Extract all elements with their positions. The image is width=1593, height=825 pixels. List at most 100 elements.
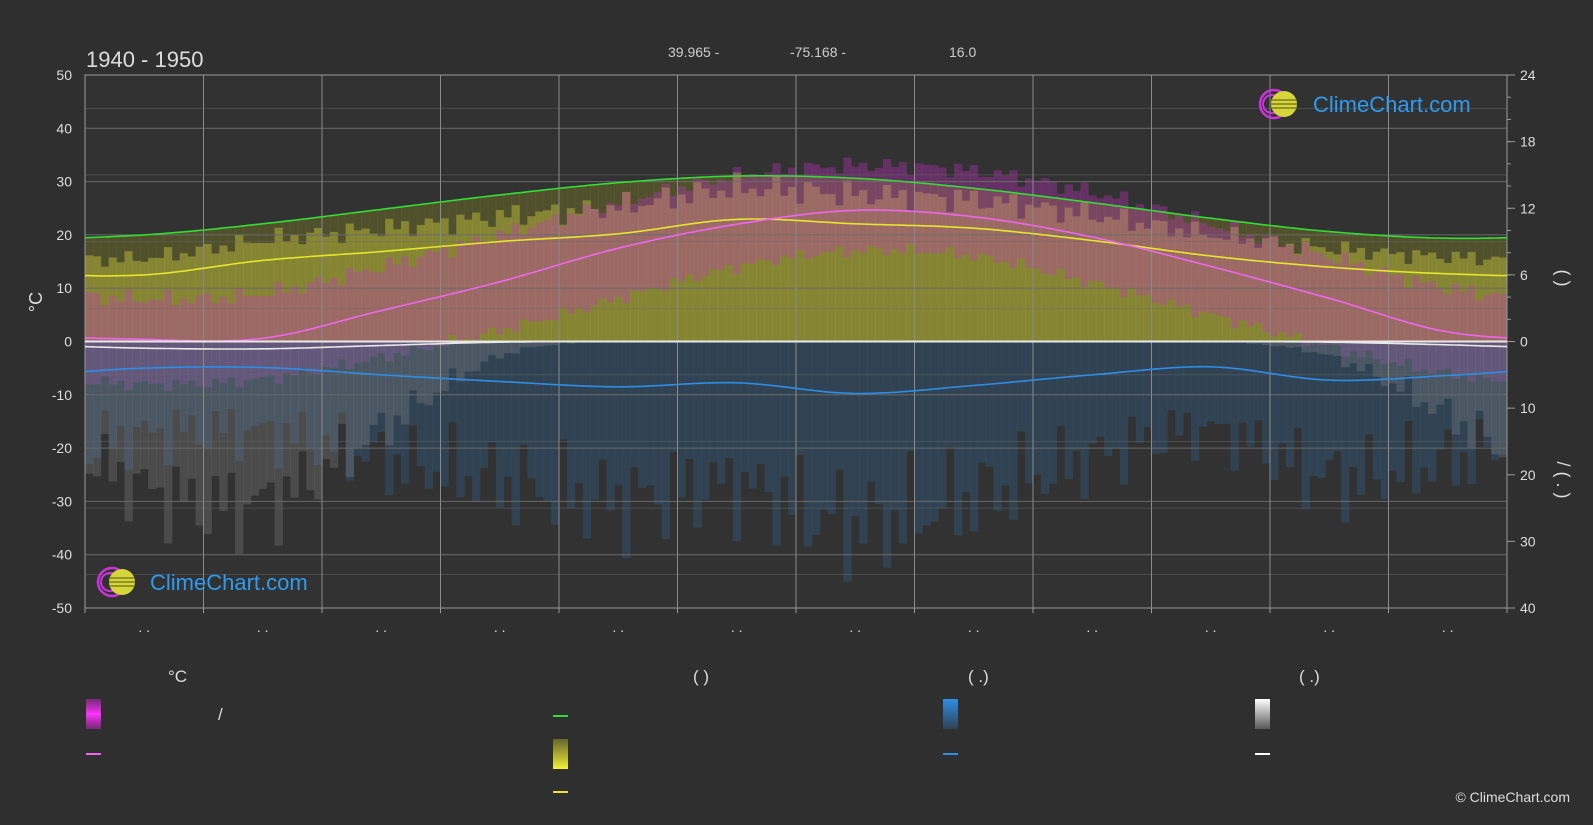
precip-bar [1040, 341, 1050, 495]
sunshine-bar [377, 236, 386, 342]
temp-range-bar [1040, 178, 1050, 274]
sunshine-bar [645, 205, 655, 342]
sunshine-bar [298, 244, 307, 342]
snow-bar [1388, 341, 1397, 384]
precip-bar [1072, 341, 1081, 451]
snow-bar [503, 341, 512, 353]
precip-bar [322, 341, 331, 436]
temp-range-bar [314, 277, 323, 375]
sunshine-bar [859, 190, 868, 342]
snow-mean-line [84, 340, 1508, 350]
temp-range-bar [424, 250, 433, 351]
sunshine-line [84, 218, 1508, 277]
right-tick-label: 0 [1520, 334, 1528, 350]
sunshine-bar [1025, 204, 1034, 342]
precip-bar [211, 341, 220, 412]
precip-bar [1404, 341, 1413, 422]
precip-bar [171, 341, 181, 411]
precip-bar [1412, 341, 1421, 494]
sunshine-bar [1483, 259, 1492, 342]
sunshine-bar [171, 260, 181, 342]
temp-range-bar [361, 269, 370, 362]
temp-range-bar [1459, 291, 1468, 376]
temp-range-bar [503, 233, 512, 329]
precip-bar [669, 341, 678, 453]
snow-bar [148, 341, 157, 490]
sunshine-bar [1040, 202, 1050, 342]
snow-bar [487, 341, 497, 356]
precip-bar [1191, 341, 1200, 461]
precip-bar [1396, 341, 1405, 483]
precip-bar [653, 341, 663, 505]
sunshine-bar [930, 193, 939, 342]
sunshine-bar [250, 243, 260, 342]
sunshine-bar [843, 180, 852, 342]
temp-range-bar [559, 226, 568, 308]
temp-range-bar [859, 162, 868, 253]
sunshine-bar [867, 204, 876, 342]
temp-range-bar [788, 167, 797, 259]
precip-bar [677, 341, 686, 498]
snow-bar [116, 341, 125, 463]
precip-bar [590, 341, 599, 500]
brand-logo-bottom[interactable]: ClimeChart.com [96, 566, 308, 598]
snow-bar [164, 341, 173, 544]
precip-bar [1025, 341, 1034, 484]
temp-range-bar [480, 241, 489, 334]
temp-range-bar [938, 167, 947, 254]
precip-bar [661, 341, 670, 540]
snow-bar [511, 341, 520, 354]
snow-bar [1475, 341, 1484, 411]
precip-bar [780, 341, 789, 477]
precip-bar [1127, 341, 1137, 417]
snow-bar [1293, 341, 1302, 347]
daylight-line [84, 175, 1508, 240]
temp-range-bar [282, 292, 291, 374]
sunshine-bar [203, 243, 212, 342]
temp-range-bar [796, 176, 805, 251]
temp-range-bar [1048, 181, 1058, 275]
copyright[interactable]: © ClimeChart.com [1455, 789, 1570, 805]
snow-bar [393, 341, 402, 416]
temp-range-bar [732, 166, 742, 274]
precip-bar [859, 341, 868, 544]
sunshine-bar [1167, 236, 1176, 342]
right-tick-label: 18 [1520, 134, 1536, 150]
precip-bar [1499, 341, 1508, 455]
precip-bar [764, 341, 773, 493]
snow-bar [1356, 341, 1366, 372]
sunshine-bar [764, 189, 773, 342]
precip-bar [1341, 341, 1350, 523]
snow-bar [1404, 341, 1413, 377]
period-title: 1940 - 1950 [86, 47, 203, 72]
precip-bar [985, 341, 994, 467]
sunshine-bar [875, 199, 884, 342]
precip-bar [124, 341, 133, 470]
precip-bar [638, 341, 647, 489]
sunshine-bar [314, 227, 323, 342]
legend-sunshine-swatch [553, 739, 568, 769]
precip-bar [1048, 341, 1058, 484]
precip-bar [724, 341, 734, 459]
temp-range-bar [890, 166, 900, 250]
sunshine-bar [519, 224, 528, 342]
sunshine-bar [1056, 222, 1065, 342]
sunshine-bar [1104, 216, 1113, 342]
temp-range-bar [1230, 221, 1239, 329]
snow-bar [337, 341, 347, 424]
brand-logo-top[interactable]: ClimeChart.com [1258, 88, 1471, 120]
precip-bar [1167, 341, 1176, 411]
temp-range-bar [922, 164, 931, 254]
temp-range-bar [1009, 170, 1018, 269]
temp-range-bar [1143, 209, 1152, 295]
precip-bar [1325, 341, 1334, 460]
temp-range-bar [258, 296, 268, 377]
temp-range-bar [1151, 204, 1160, 303]
sunshine-bar [306, 232, 315, 342]
sunshine-bar [440, 218, 449, 342]
precip-bar [448, 341, 457, 423]
temp-range-bar [353, 272, 362, 363]
sunshine-bar [1214, 238, 1223, 342]
sunshine-bar [100, 266, 110, 342]
precip-bar [369, 341, 378, 443]
